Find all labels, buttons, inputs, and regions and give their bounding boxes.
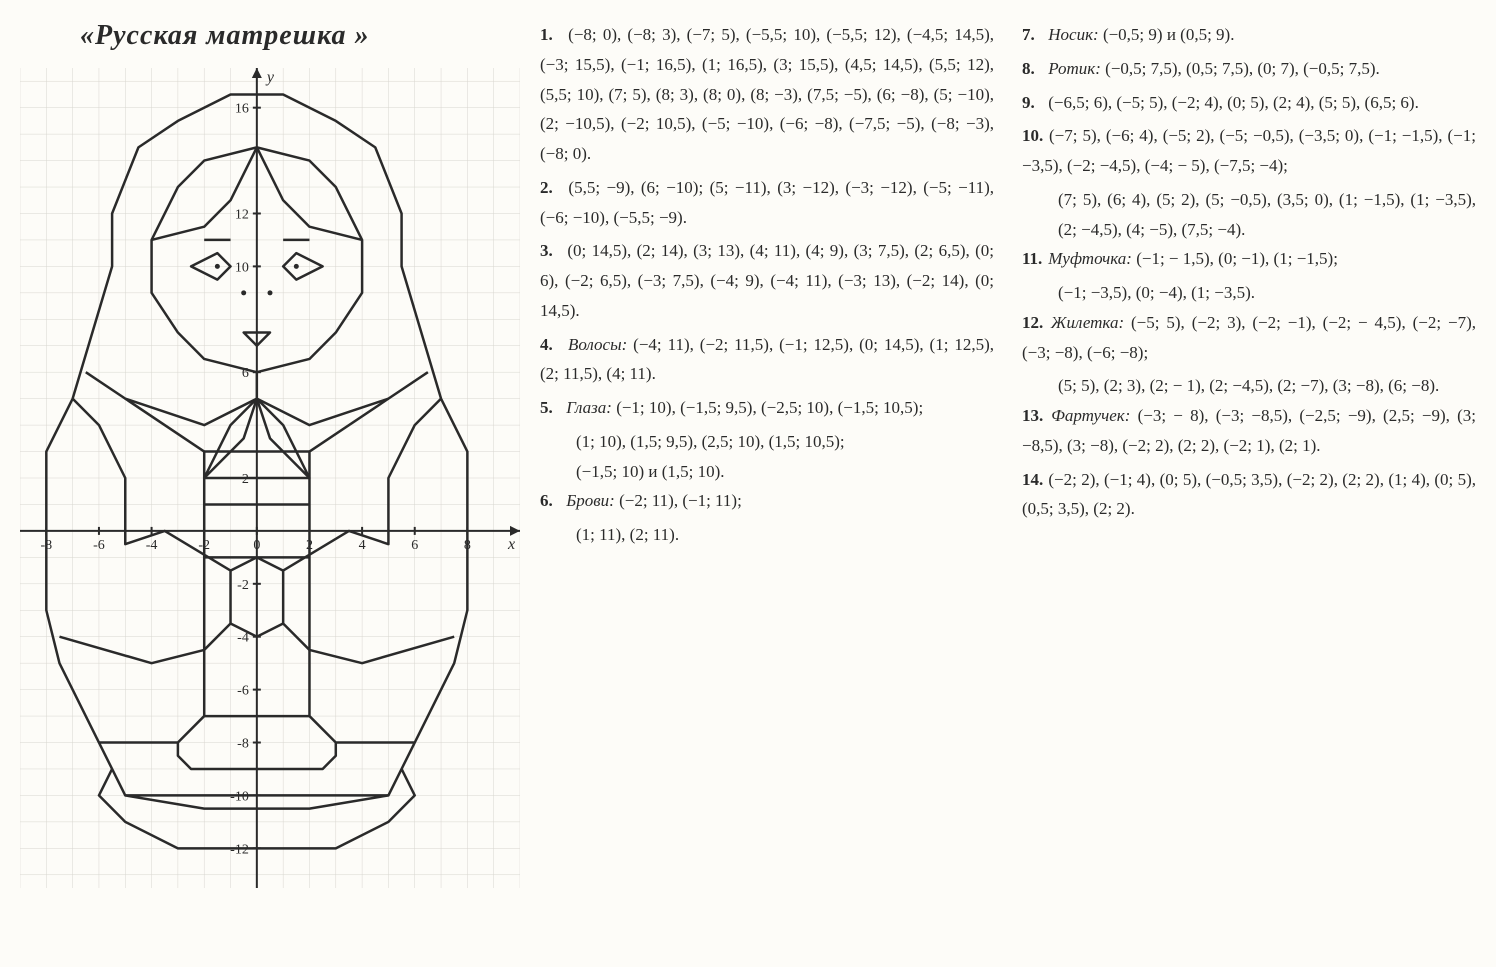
dot-pupil-l — [215, 264, 220, 269]
coordinates-column-1: 1. (−8; 0), (−8; 3), (−7; 5), (−5,5; 10)… — [540, 20, 994, 888]
dot-nose-l — [241, 290, 246, 295]
list-item: 12. Жилетка: (−5; 5), (−2; 3), (−2; −1),… — [1022, 308, 1476, 368]
list-item: 4. Волосы: (−4; 11), (−2; 11,5), (−1; 12… — [540, 330, 994, 390]
svg-text:10: 10 — [235, 260, 249, 275]
svg-text:y: y — [265, 69, 275, 86]
svg-text:0: 0 — [253, 538, 260, 553]
list-item-subline: (1; 10), (1,5; 9,5), (2,5; 10), (1,5; 10… — [540, 427, 994, 457]
svg-text:-2: -2 — [237, 578, 249, 593]
svg-text:12: 12 — [235, 207, 249, 222]
list-item: 10. (−7; 5), (−6; 4), (−5; 2), (−5; −0,5… — [1022, 121, 1476, 181]
list-item: 6. Брови: (−2; 11), (−1; 11); — [540, 486, 994, 516]
list-item: 8. Ротик: (−0,5; 7,5), (0,5; 7,5), (0; 7… — [1022, 54, 1476, 84]
svg-text:-4: -4 — [146, 538, 158, 553]
dot-nose-r — [268, 290, 273, 295]
list-item: 11. Муфточка: (−1; − 1,5), (0; −1), (1; … — [1022, 244, 1476, 274]
svg-text:4: 4 — [359, 538, 366, 553]
list-item: 2. (5,5; −9), (6; −10); (5; −11), (3; −1… — [540, 173, 994, 233]
coordinates-column-2: 7. Носик: (−0,5; 9) и (0,5; 9). 8. Ротик:… — [1022, 20, 1476, 888]
list-item: 5. Глаза: (−1; 10), (−1,5; 9,5), (−2,5; … — [540, 393, 994, 423]
list-item: 13. Фартучек: (−3; − 8), (−3; −8,5), (−2… — [1022, 401, 1476, 461]
list-item: 7. Носик: (−0,5; 9) и (0,5; 9). — [1022, 20, 1476, 50]
list-item: 14. (−2; 2), (−1; 4), (0; 5), (−0,5; 3,5… — [1022, 465, 1476, 525]
list-item-subline: (1; 11), (2; 11). — [540, 520, 994, 550]
svg-text:6: 6 — [411, 538, 418, 553]
coordinate-chart: -8-6-4-202468-12-10-8-6-4-226101216xy — [20, 68, 520, 888]
svg-text:-6: -6 — [93, 538, 105, 553]
svg-text:-10: -10 — [230, 789, 249, 804]
list-item: 9. (−6,5; 6), (−5; 5), (−2; 4), (0; 5), … — [1022, 88, 1476, 118]
list-item: 3. (0; 14,5), (2; 14), (3; 13), (4; 11),… — [540, 236, 994, 325]
list-item: 1. (−8; 0), (−8; 3), (−7; 5), (−5,5; 10)… — [540, 20, 994, 169]
page-title: «Русская матрешка » — [80, 20, 520, 52]
list-item-subline: (−1,5; 10) и (1,5; 10). — [540, 457, 994, 487]
list-item-subline: (5; 5), (2; 3), (2; − 1), (2; −4,5), (2;… — [1022, 371, 1476, 401]
svg-text:-12: -12 — [230, 842, 249, 857]
svg-text:x: x — [507, 536, 515, 553]
dot-pupil-r — [294, 264, 299, 269]
svg-text:2: 2 — [242, 472, 249, 487]
list-item-subline: (7; 5), (6; 4), (5; 2), (5; −0,5), (3,5;… — [1022, 185, 1476, 245]
svg-text:16: 16 — [235, 102, 249, 117]
svg-text:-8: -8 — [237, 737, 249, 752]
list-item-subline: (−1; −3,5), (0; −4), (1; −3,5). — [1022, 278, 1476, 308]
svg-text:-6: -6 — [237, 684, 249, 699]
